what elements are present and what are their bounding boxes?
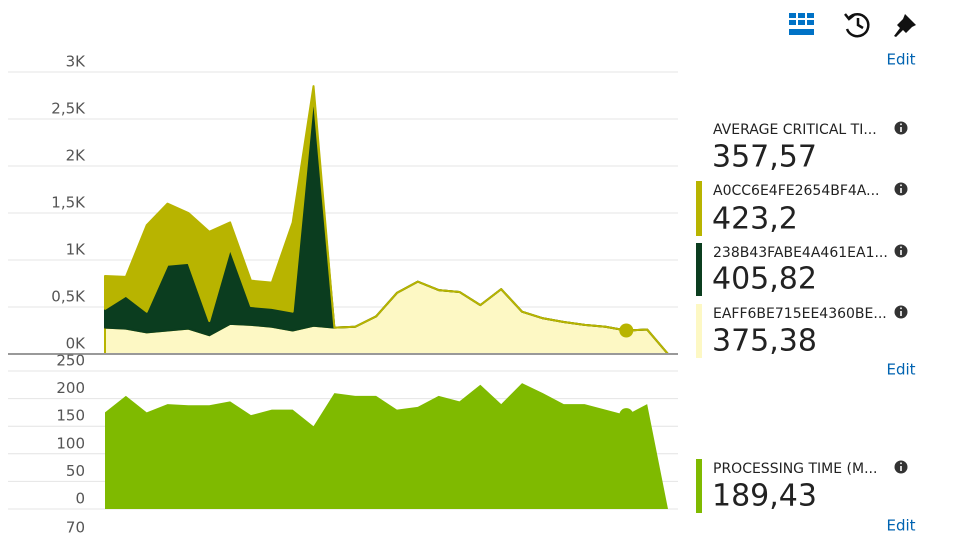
hover-point — [619, 323, 634, 338]
y-tick-label: 1K — [66, 241, 87, 259]
info-icon-dot — [900, 307, 902, 310]
legend-name: EAFF6BE715EE4360BE... — [713, 306, 887, 322]
y-tick-label: 200 — [56, 379, 85, 397]
info-icon-dot — [900, 184, 902, 187]
legend-name: PROCESSING TIME (M... — [713, 461, 877, 477]
y-tick-label: 150 — [56, 407, 85, 425]
area — [105, 383, 668, 509]
y-tick-label: 0K — [66, 335, 87, 353]
y-tick-label: 1,5K — [51, 194, 86, 212]
y-tick-label: 0,5K — [51, 288, 86, 306]
legend-value: 423,2 — [712, 202, 798, 237]
legend-value: 405,82 — [712, 262, 817, 297]
y-tick-label: 2K — [66, 147, 87, 165]
legend-value: 189,43 — [712, 479, 817, 514]
y-tick-label: 3K — [66, 53, 87, 71]
y-tick-label: 70 — [66, 519, 85, 537]
legend-name: 238B43FABE4A461EA1... — [713, 245, 888, 261]
edit-link[interactable]: Edit — [886, 361, 915, 379]
info-icon-i — [900, 466, 902, 471]
legend-swatch — [696, 304, 702, 358]
legend-value: 357,57 — [712, 140, 817, 175]
info-icon-i — [900, 188, 902, 193]
info-icon-dot — [900, 462, 902, 465]
legend-value: 375,38 — [712, 324, 817, 359]
y-tick-label: 100 — [56, 434, 85, 452]
y-tick-label: 0 — [75, 490, 85, 508]
hover-point — [619, 408, 634, 423]
legend-name: A0CC6E4FE2654BF4A... — [713, 183, 879, 199]
legend-swatch — [696, 459, 702, 513]
history-icon[interactable] — [844, 13, 870, 38]
y-tick-label: 50 — [66, 462, 85, 480]
legend-swatch — [696, 243, 702, 296]
info-icon-dot — [900, 123, 902, 126]
y-tick-label: 250 — [56, 352, 85, 370]
edit-link[interactable]: Edit — [886, 517, 915, 535]
edit-link[interactable]: Edit — [886, 51, 915, 69]
info-icon-i — [900, 311, 902, 316]
info-icon-i — [900, 250, 902, 255]
grid-icon[interactable] — [789, 13, 814, 35]
pin-icon[interactable] — [894, 14, 916, 37]
info-icon-i — [900, 127, 902, 132]
legend-name: AVERAGE CRITICAL TI... — [713, 122, 877, 138]
legend-swatch — [696, 181, 702, 236]
area — [104, 85, 669, 355]
info-icon-dot — [900, 246, 902, 249]
y-tick-label: 2,5K — [51, 100, 86, 118]
